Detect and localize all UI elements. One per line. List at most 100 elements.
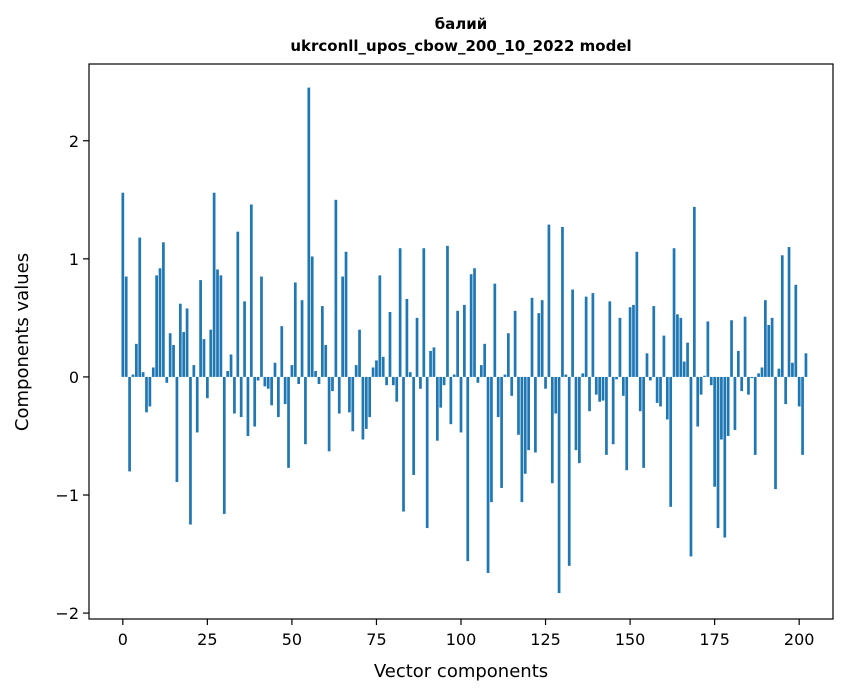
bar-108 <box>486 376 490 573</box>
bar-5 <box>138 237 142 377</box>
bar-68 <box>351 376 355 432</box>
bar-46 <box>277 376 280 418</box>
bar-63 <box>334 199 338 377</box>
bar-167 <box>686 342 689 377</box>
bar-24 <box>202 339 206 377</box>
bar-118 <box>520 376 524 503</box>
bar-143 <box>605 376 608 455</box>
bar-81 <box>395 376 399 402</box>
y-axis-label: Components values <box>12 253 33 431</box>
bar-89 <box>422 248 426 377</box>
bar-12 <box>162 242 165 377</box>
bar-95 <box>442 376 446 386</box>
bar-26 <box>209 329 213 377</box>
bar-67 <box>348 376 351 413</box>
bar-163 <box>672 248 676 377</box>
bar-148 <box>621 376 625 396</box>
y-tick-label: 0 <box>69 368 79 387</box>
bar-58 <box>317 376 321 385</box>
bar-69 <box>354 365 358 377</box>
bar-62 <box>331 376 334 392</box>
bar-44 <box>270 376 273 406</box>
bar-61 <box>327 376 331 452</box>
bar-65 <box>341 276 344 377</box>
bar-168 <box>689 376 693 557</box>
bar-119 <box>523 376 527 474</box>
bar-112 <box>500 376 503 488</box>
bar-30 <box>222 376 226 514</box>
bar-78 <box>385 376 388 386</box>
bar-154 <box>642 376 645 468</box>
bar-193 <box>774 376 777 490</box>
bar-141 <box>598 376 602 402</box>
bar-164 <box>676 314 679 377</box>
plot-frame <box>88 63 834 620</box>
bar-116 <box>513 310 517 377</box>
bar-173 <box>706 321 710 377</box>
bar-41 <box>260 276 263 377</box>
bar-9 <box>151 367 155 377</box>
bar-13 <box>165 376 169 383</box>
bar-56 <box>310 256 314 377</box>
bar-15 <box>172 345 175 377</box>
chart-title: балий <box>435 15 488 33</box>
bar-0 <box>121 192 125 377</box>
bar-18 <box>182 332 186 377</box>
bar-1 <box>124 276 128 377</box>
bar-133 <box>571 289 574 377</box>
chart-subtitle: ukrconll_upos_cbow_200_10_2022 model <box>290 37 631 55</box>
bar-139 <box>591 293 595 377</box>
y-axis-ticks: −2 −1 0 1 2 <box>55 132 89 623</box>
bar-147 <box>618 317 622 377</box>
bar-138 <box>588 376 591 412</box>
bar-107 <box>483 343 487 377</box>
bar-45 <box>273 362 277 377</box>
bar-33 <box>233 376 236 414</box>
bar-25 <box>206 376 209 399</box>
bar-31 <box>226 371 230 377</box>
bar-183 <box>740 376 744 392</box>
bar-21 <box>192 365 196 377</box>
bar-85 <box>408 372 412 377</box>
bar-113 <box>503 374 507 377</box>
bar-94 <box>439 376 443 408</box>
bar-187 <box>753 376 757 455</box>
bar-128 <box>554 376 558 414</box>
bar-146 <box>615 376 618 380</box>
bar-134 <box>574 376 578 451</box>
bar-60 <box>324 345 328 377</box>
bar-115 <box>510 376 514 396</box>
bar-84 <box>405 298 409 377</box>
bar-125 <box>544 376 547 389</box>
bar-10 <box>155 275 158 377</box>
bar-145 <box>611 376 615 445</box>
bar-199 <box>794 284 798 377</box>
bar-80 <box>392 376 395 386</box>
bar-8 <box>148 376 152 407</box>
bar-28 <box>216 269 219 377</box>
bar-55 <box>307 87 311 377</box>
bar-117 <box>517 376 520 435</box>
bar-149 <box>625 376 629 471</box>
bar-39 <box>253 376 257 427</box>
bar-184 <box>743 316 747 377</box>
bar-131 <box>564 374 568 377</box>
bar-73 <box>368 376 372 418</box>
bar-72 <box>364 376 368 429</box>
bar-172 <box>703 375 706 377</box>
bar-144 <box>608 301 612 377</box>
bar-180 <box>730 320 733 377</box>
bar-111 <box>496 376 500 418</box>
bar-57 <box>314 371 317 377</box>
bar-14 <box>168 333 172 377</box>
x-tick-label: 100 <box>446 630 477 649</box>
bar-3 <box>131 374 135 377</box>
bar-77 <box>381 356 385 377</box>
bar-182 <box>736 350 740 377</box>
bar-99 <box>456 310 459 377</box>
bar-191 <box>767 324 771 377</box>
bar-35 <box>239 376 243 418</box>
bar-202 <box>804 353 808 377</box>
bar-158 <box>655 376 659 403</box>
